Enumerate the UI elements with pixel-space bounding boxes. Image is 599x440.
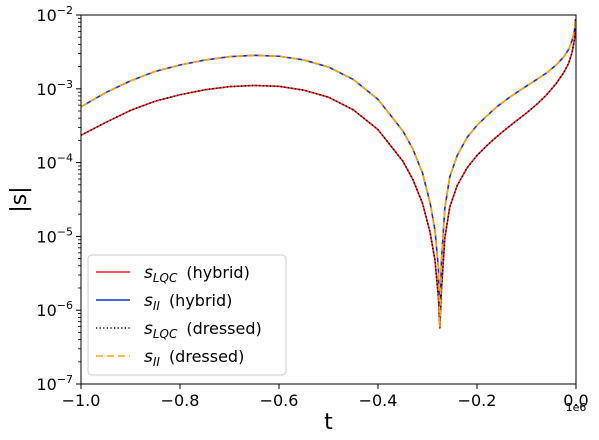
legend-label-0: sLQC (hybrid) xyxy=(144,263,250,285)
x-tick-label-5: 0.0 xyxy=(563,391,588,410)
axes-layer: −1.0 −0.8 −0.6 −0.4 −0.2 0.0 10−7 10−6 10−5 10−4 1… xyxy=(7,4,589,435)
y-tick-label-5: 10−2 xyxy=(36,4,73,25)
legend-label-3: sII (dressed) xyxy=(144,347,244,369)
x-tick-label-2: −0.6 xyxy=(260,391,299,410)
legend-label-1: sII (hybrid) xyxy=(144,291,232,313)
y-tick-label-1: 10−6 xyxy=(36,299,73,320)
y-tick-label-0: 10−7 xyxy=(36,373,73,394)
x-scale-offset: 1e6 xyxy=(566,401,587,414)
y-axis-label: |s| xyxy=(7,186,32,212)
x-tick-label-1: −0.8 xyxy=(161,391,200,410)
x-tick-label-4: −0.2 xyxy=(458,391,497,410)
x-axis-label: t xyxy=(324,410,333,435)
legend: sLQC (hybrid) sII (hybrid) sLQC (dressed) sII(… xyxy=(87,254,287,376)
legend-box xyxy=(87,254,287,376)
series-layer xyxy=(81,19,576,329)
plot-frame xyxy=(80,14,577,385)
x-tick-label-0: −1.0 xyxy=(62,391,101,410)
y-tick-label-4: 10−3 xyxy=(36,78,73,99)
y-tick-label-2: 10−5 xyxy=(36,225,73,246)
x-tick-label-3: −0.4 xyxy=(359,391,398,410)
series-line-2 xyxy=(81,24,576,329)
series-line-3 xyxy=(81,19,576,329)
legend-label-2: sLQC (dressed) xyxy=(144,319,262,341)
y-tick-label-3: 10−4 xyxy=(36,152,73,173)
